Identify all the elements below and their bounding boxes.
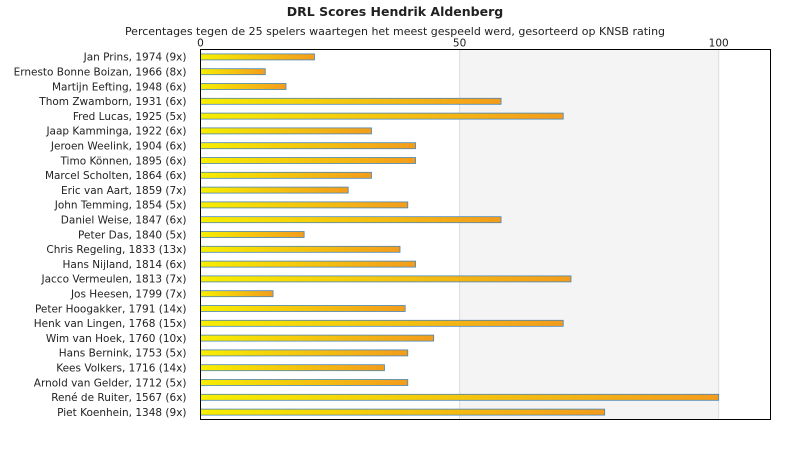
category-label: Piet Koenhein, 1348 (9x) — [57, 407, 186, 419]
category-label: Eric van Aart, 1859 (7x) — [61, 185, 187, 197]
bar — [200, 216, 502, 224]
bar — [200, 112, 564, 120]
chart-subtitle: Percentages tegen de 25 spelers waartege… — [124, 25, 666, 38]
category-label: Peter Hoogakker, 1791 (14x) — [35, 303, 187, 315]
x-tick-labels: 0 50 100 — [197, 38, 729, 50]
bar — [200, 334, 435, 342]
category-label: John Temming, 1854 (5x) — [54, 200, 187, 212]
bar — [200, 127, 372, 135]
plot-band — [718, 49, 771, 420]
bar — [200, 142, 416, 150]
bar — [200, 201, 409, 209]
bar — [200, 83, 287, 90]
bar — [200, 97, 502, 105]
category-label: Jan Prins, 1974 (9x) — [83, 52, 187, 64]
gridlines — [459, 49, 720, 420]
chart-title: DRL Scores Hendrik Aldenberg — [286, 4, 504, 19]
category-label: Hans Bernink, 1753 (5x) — [59, 348, 187, 360]
bar — [200, 393, 720, 401]
x-tick-label: 50 — [453, 38, 466, 50]
category-label: Martijn Eefting, 1948 (6x) — [52, 81, 187, 93]
x-tick-label: 100 — [709, 38, 729, 50]
category-label: Jaap Kamminga, 1922 (6x) — [45, 126, 186, 138]
bars — [200, 53, 720, 416]
category-label: Thom Zwamborn, 1931 (6x) — [38, 96, 186, 108]
category-label: Timo Können, 1895 (6x) — [59, 155, 186, 167]
bar — [200, 305, 406, 312]
category-label: Peter Das, 1840 (5x) — [78, 229, 186, 241]
category-labels: Jan Prins, 1974 (9x) Ernesto Bonne Boizan… — [14, 52, 187, 419]
category-label: Jeroen Weelink, 1904 (6x) — [50, 141, 187, 153]
bar — [200, 53, 315, 61]
bar — [200, 186, 349, 194]
category-label: Ernesto Bonne Boizan, 1966 (8x) — [14, 67, 187, 79]
category-label: Henk van Lingen, 1768 (15x) — [34, 318, 187, 330]
category-label: Arnold van Gelder, 1712 (5x) — [34, 377, 187, 389]
category-label: Fred Lucas, 1925 (5x) — [73, 111, 187, 123]
plot-background — [200, 49, 771, 420]
category-label: Chris Regeling, 1833 (13x) — [46, 244, 186, 256]
x-tick-label: 0 — [197, 38, 204, 50]
bar — [200, 171, 372, 179]
bar — [200, 260, 416, 268]
bar — [200, 408, 606, 416]
category-label: Daniel Weise, 1847 (6x) — [61, 215, 187, 227]
bar — [200, 245, 401, 253]
category-label: Wim van Hoek, 1760 (10x) — [46, 333, 187, 345]
bar — [200, 379, 409, 386]
category-label: Jacco Vermeulen, 1813 (7x) — [41, 274, 187, 286]
bar — [200, 275, 572, 283]
bar — [200, 290, 274, 298]
category-label: Marcel Scholten, 1864 (6x) — [45, 170, 187, 182]
bar — [200, 157, 416, 164]
category-label: Kees Volkers, 1716 (14x) — [56, 363, 186, 375]
bar — [200, 68, 266, 76]
category-label: Hans Nijland, 1814 (6x) — [63, 259, 187, 271]
bar — [200, 231, 305, 238]
category-label: Jos Heesen, 1799 (7x) — [70, 289, 187, 301]
bar — [200, 364, 385, 372]
category-label: René de Ruiter, 1567 (6x) — [51, 392, 186, 404]
plot-frame — [200, 49, 771, 420]
bar — [200, 349, 409, 357]
bar — [200, 319, 564, 327]
plot-band — [459, 49, 719, 420]
